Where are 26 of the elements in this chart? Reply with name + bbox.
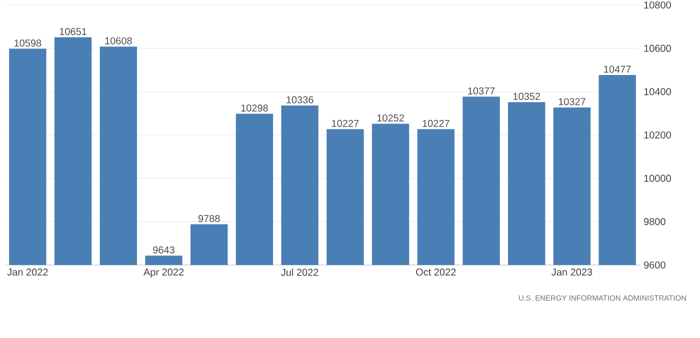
y-tick-label: 9600: [644, 261, 666, 269]
y-tick-label: 10600: [644, 44, 671, 52]
data-label: 10477: [604, 66, 631, 73]
data-label: 10227: [422, 120, 450, 127]
data-label: 9788: [198, 214, 220, 222]
data-label: 9643: [153, 246, 174, 254]
y-tick-label: 10400: [644, 88, 671, 96]
data-label: 10352: [513, 92, 540, 100]
data-label: 10598: [14, 39, 42, 47]
y-tick-label: 9800: [644, 218, 666, 226]
data-label: 10377: [468, 87, 495, 94]
data-label: 10252: [377, 114, 404, 122]
x-tick-label: Oct 2022: [416, 268, 456, 276]
x-tick-label: Jul 2022: [281, 268, 318, 276]
x-tick-label: Jan 2022: [7, 268, 48, 276]
y-tick-label: 10200: [644, 131, 671, 139]
data-label: 10608: [105, 37, 132, 44]
data-label: 10227: [332, 120, 359, 127]
x-tick-label: Apr 2022: [143, 268, 184, 278]
data-label: 10336: [286, 96, 314, 104]
data-label: 10651: [60, 28, 86, 36]
y-tick-label: 10000: [644, 174, 671, 182]
data-label: 10327: [558, 98, 586, 106]
y-tick-label: 10800: [644, 1, 671, 9]
x-tick-label: Jan 2023: [552, 268, 592, 276]
data-label: 10298: [241, 104, 268, 112]
